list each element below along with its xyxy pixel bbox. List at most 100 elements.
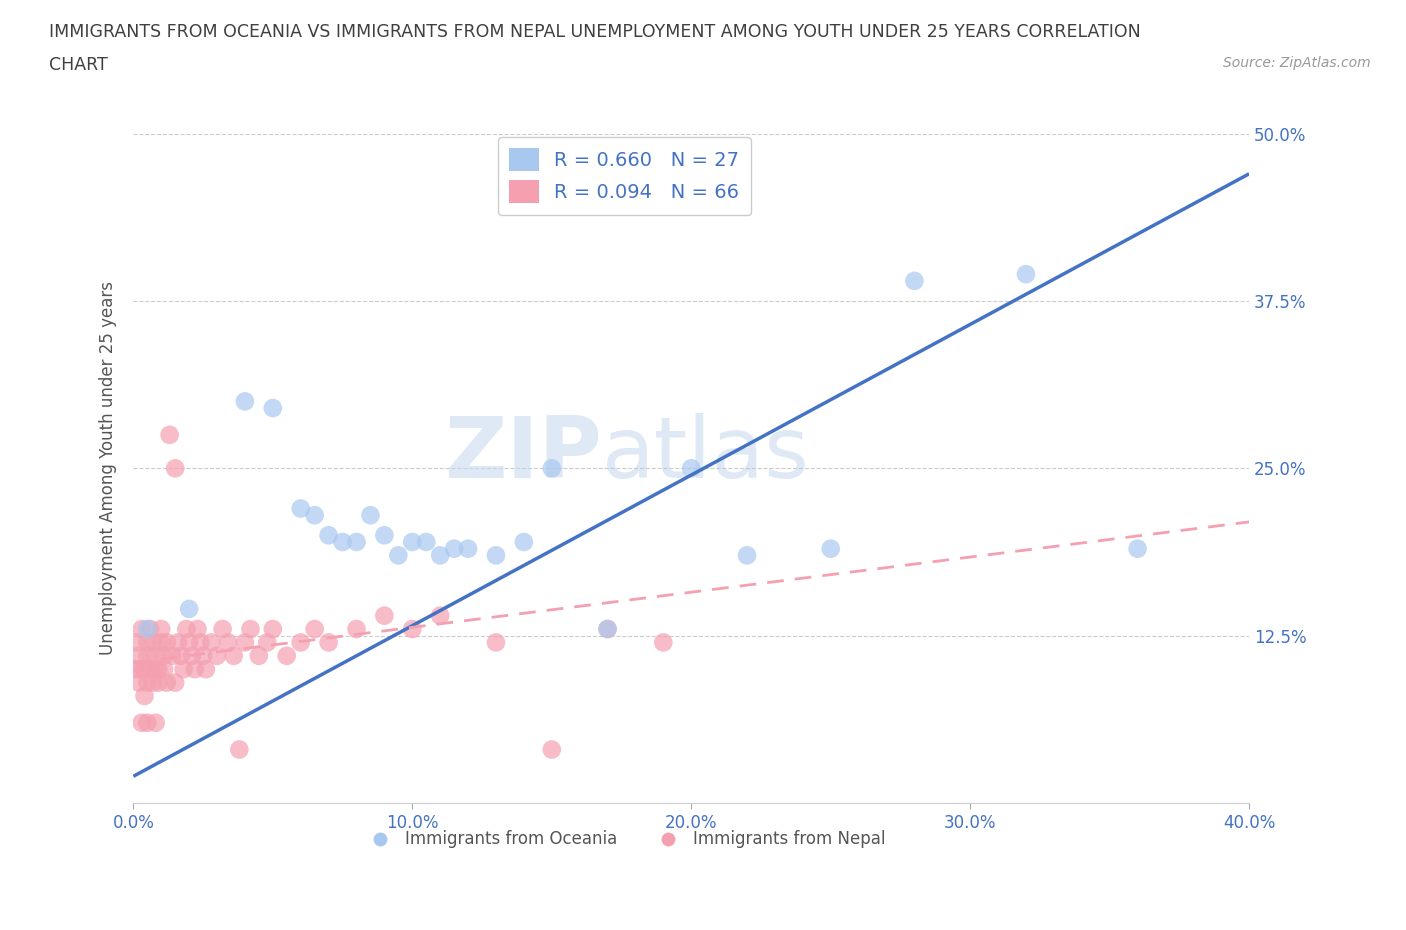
Point <box>159 428 181 443</box>
Point <box>262 621 284 636</box>
Point <box>150 635 173 650</box>
Point <box>429 548 451 563</box>
Point <box>262 401 284 416</box>
Point <box>681 461 703 476</box>
Point <box>228 742 250 757</box>
Point <box>233 394 256 409</box>
Point <box>179 635 201 650</box>
Point <box>318 528 340 543</box>
Point <box>820 541 842 556</box>
Point <box>170 648 193 663</box>
Point <box>153 648 176 663</box>
Point <box>153 662 176 677</box>
Point <box>183 662 205 677</box>
Point <box>318 635 340 650</box>
Point <box>128 648 150 663</box>
Point <box>373 528 395 543</box>
Point <box>346 621 368 636</box>
Point <box>136 648 159 663</box>
Point <box>485 635 508 650</box>
Point <box>165 675 187 690</box>
Point <box>148 675 170 690</box>
Text: ZIP: ZIP <box>444 414 602 497</box>
Point <box>205 648 228 663</box>
Point <box>136 621 159 636</box>
Point <box>1015 267 1038 282</box>
Point <box>136 675 159 690</box>
Point <box>145 648 167 663</box>
Point <box>1126 541 1149 556</box>
Point <box>332 535 354 550</box>
Point <box>134 688 156 703</box>
Legend: Immigrants from Oceania, Immigrants from Nepal: Immigrants from Oceania, Immigrants from… <box>357 824 891 855</box>
Text: atlas: atlas <box>602 414 810 497</box>
Point <box>211 621 233 636</box>
Point <box>173 662 195 677</box>
Point <box>485 548 508 563</box>
Point <box>125 662 148 677</box>
Point <box>387 548 409 563</box>
Point <box>346 535 368 550</box>
Point <box>290 501 312 516</box>
Point <box>145 715 167 730</box>
Point <box>131 715 153 730</box>
Point <box>304 508 326 523</box>
Point <box>652 635 675 650</box>
Point <box>540 461 562 476</box>
Point <box>125 635 148 650</box>
Point <box>401 535 423 550</box>
Point <box>401 621 423 636</box>
Point <box>276 648 298 663</box>
Point <box>142 675 165 690</box>
Point <box>239 621 262 636</box>
Text: Source: ZipAtlas.com: Source: ZipAtlas.com <box>1223 56 1371 70</box>
Point <box>222 648 245 663</box>
Point <box>156 675 179 690</box>
Point <box>200 635 222 650</box>
Point <box>194 662 217 677</box>
Point <box>139 662 162 677</box>
Y-axis label: Unemployment Among Youth under 25 years: Unemployment Among Youth under 25 years <box>100 282 117 656</box>
Point <box>191 648 214 663</box>
Point <box>247 648 270 663</box>
Point <box>290 635 312 650</box>
Text: IMMIGRANTS FROM OCEANIA VS IMMIGRANTS FROM NEPAL UNEMPLOYMENT AMONG YOUTH UNDER : IMMIGRANTS FROM OCEANIA VS IMMIGRANTS FR… <box>49 23 1140 41</box>
Point <box>256 635 278 650</box>
Point <box>139 621 162 636</box>
Point <box>148 662 170 677</box>
Point <box>596 621 619 636</box>
Point <box>156 635 179 650</box>
Point <box>167 635 190 650</box>
Point <box>429 608 451 623</box>
Point <box>188 635 211 650</box>
Point <box>903 273 925 288</box>
Point <box>176 621 198 636</box>
Point <box>304 621 326 636</box>
Point <box>145 662 167 677</box>
Point <box>415 535 437 550</box>
Point <box>443 541 465 556</box>
Point <box>373 608 395 623</box>
Point <box>180 648 202 663</box>
Point <box>128 675 150 690</box>
Point <box>134 662 156 677</box>
Point <box>150 621 173 636</box>
Point <box>233 635 256 650</box>
Point <box>513 535 536 550</box>
Point <box>735 548 758 563</box>
Point <box>131 621 153 636</box>
Point <box>179 602 201 617</box>
Point <box>457 541 479 556</box>
Point <box>136 715 159 730</box>
Point <box>142 635 165 650</box>
Point <box>186 621 208 636</box>
Point <box>131 662 153 677</box>
Point <box>165 461 187 476</box>
Text: CHART: CHART <box>49 56 108 73</box>
Point <box>596 621 619 636</box>
Point <box>359 508 381 523</box>
Point <box>162 648 184 663</box>
Point <box>217 635 239 650</box>
Point <box>136 635 159 650</box>
Point <box>540 742 562 757</box>
